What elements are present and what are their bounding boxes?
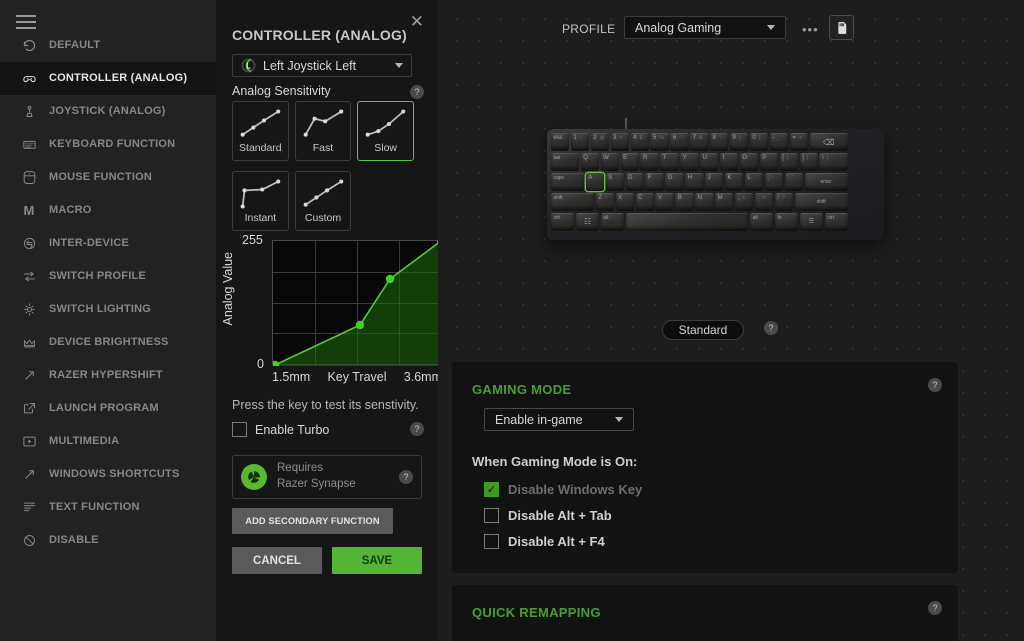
svg-text:L: L [246, 62, 251, 71]
